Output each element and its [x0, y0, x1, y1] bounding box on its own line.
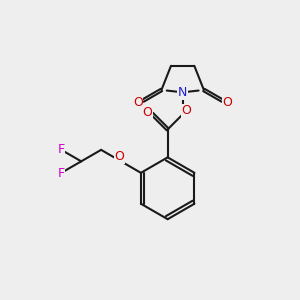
- Text: O: O: [223, 95, 232, 109]
- Text: O: O: [143, 106, 153, 119]
- Text: O: O: [133, 95, 143, 109]
- Text: N: N: [178, 86, 187, 99]
- Text: O: O: [115, 150, 124, 164]
- Text: F: F: [58, 143, 65, 156]
- Text: F: F: [58, 167, 65, 180]
- Text: O: O: [181, 104, 191, 117]
